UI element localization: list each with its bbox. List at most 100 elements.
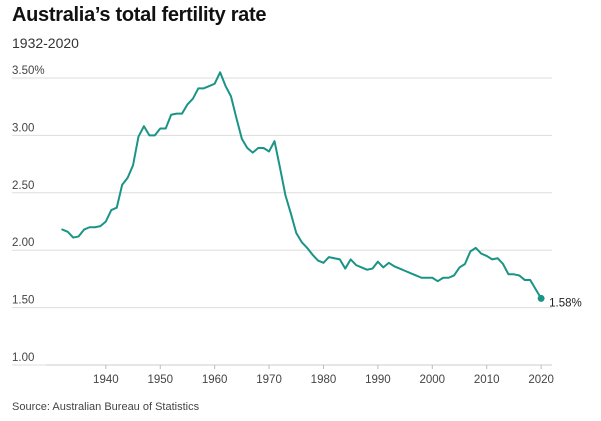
data-point <box>496 257 498 259</box>
y-tick-label: 2.00 <box>12 237 34 249</box>
data-point <box>437 280 439 282</box>
data-point <box>534 288 536 290</box>
data-point <box>273 140 275 142</box>
data-point <box>328 256 330 258</box>
data-point <box>77 235 79 237</box>
x-tick-label: 1960 <box>202 374 228 386</box>
gridlines <box>12 77 552 366</box>
y-axis-labels: 1.00 1.50 2.00 2.50 3.00 3.50% <box>12 65 45 364</box>
data-point <box>208 85 210 87</box>
data-point <box>116 207 118 209</box>
data-point <box>311 254 313 256</box>
data-point <box>486 255 488 257</box>
data-point <box>377 260 379 262</box>
data-point <box>409 272 411 274</box>
data-point <box>126 177 128 179</box>
y-tick-label: 3.00 <box>12 122 34 134</box>
data-point <box>344 267 346 269</box>
data-point <box>518 274 520 276</box>
data-point <box>67 231 69 233</box>
data-point <box>360 266 362 268</box>
chart-subtitle: 1932-2020 <box>12 35 79 51</box>
data-point <box>213 83 215 85</box>
data-point <box>219 71 221 73</box>
data-point <box>404 270 406 272</box>
data-point <box>121 184 123 186</box>
data-point <box>442 277 444 279</box>
data-point <box>339 258 341 260</box>
data-point <box>262 147 264 149</box>
x-axis: 1940 1950 1960 1970 1980 1990 2000 2010 2020 <box>46 364 554 386</box>
data-point <box>393 265 395 267</box>
data-point <box>137 135 139 137</box>
data-point <box>94 226 96 228</box>
end-value-label: 1.58% <box>549 297 582 309</box>
data-point <box>230 95 232 97</box>
data-point <box>148 134 150 136</box>
data-point <box>72 236 74 238</box>
x-tick-label: 1990 <box>365 374 391 386</box>
data-point <box>241 138 243 140</box>
data-point <box>257 147 259 149</box>
data-point <box>507 273 509 275</box>
data-point <box>132 164 134 166</box>
data-point <box>235 117 237 119</box>
data-point <box>475 247 477 249</box>
data-point <box>447 277 449 279</box>
x-tick-label: 2020 <box>528 374 554 386</box>
data-point <box>197 87 199 89</box>
data-point <box>491 258 493 260</box>
x-tick-label: 2010 <box>474 374 500 386</box>
y-tick-label: 3.50% <box>12 65 45 77</box>
data-point <box>480 252 482 254</box>
data-point <box>415 274 417 276</box>
data-point <box>431 277 433 279</box>
data-point <box>513 273 515 275</box>
data-point <box>502 263 504 265</box>
data-point <box>181 112 183 114</box>
data-point <box>398 267 400 269</box>
x-tick-label: 1970 <box>256 374 282 386</box>
data-point <box>382 266 384 268</box>
data-point <box>284 194 286 196</box>
fertility-rate-line <box>61 71 543 300</box>
x-tick-label: 2000 <box>420 374 446 386</box>
data-point <box>268 150 270 152</box>
data-point <box>290 212 292 214</box>
data-point <box>170 114 172 116</box>
data-point <box>154 134 156 136</box>
data-point <box>355 264 357 266</box>
data-point <box>349 258 351 260</box>
data-point <box>175 112 177 114</box>
data-point <box>388 262 390 264</box>
data-points <box>61 71 542 300</box>
y-tick-label: 1.50 <box>12 295 34 307</box>
data-point <box>524 279 526 281</box>
data-point <box>186 103 188 105</box>
data-point <box>317 259 319 261</box>
data-point <box>164 127 166 129</box>
y-tick-label: 1.00 <box>12 352 34 364</box>
data-point <box>246 147 248 149</box>
x-tick-label: 1940 <box>93 374 119 386</box>
x-tick-label: 1950 <box>147 374 173 386</box>
data-point <box>88 226 90 228</box>
data-point <box>469 250 471 252</box>
data-point <box>252 151 254 153</box>
data-point <box>105 220 107 222</box>
data-point <box>529 279 531 281</box>
data-point <box>159 127 161 129</box>
data-point <box>99 225 101 227</box>
data-point <box>306 247 308 249</box>
data-point <box>333 257 335 259</box>
data-point <box>453 274 455 276</box>
data-point <box>61 228 63 230</box>
data-point <box>203 87 205 89</box>
data-point <box>426 277 428 279</box>
end-point-marker <box>537 294 545 302</box>
chart-title: Australia’s total fertility rate <box>12 4 267 26</box>
data-point <box>464 263 466 265</box>
data-point <box>420 277 422 279</box>
data-point <box>322 262 324 264</box>
